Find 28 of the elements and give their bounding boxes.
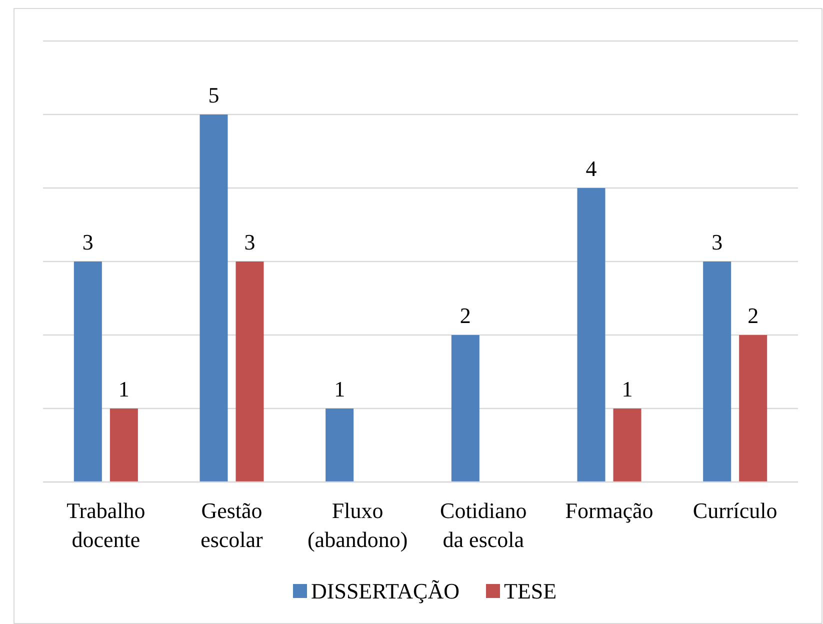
bar	[451, 335, 480, 482]
data-label: 1	[118, 376, 130, 402]
x-tick-label: Fluxo (abandono)	[307, 498, 408, 552]
bar	[739, 335, 768, 482]
bar	[200, 114, 228, 482]
data-label: 5	[208, 82, 220, 108]
bar	[326, 408, 354, 482]
data-label: 3	[82, 230, 94, 254]
data-label: 3	[712, 230, 723, 254]
legend-label: DISSERTAÇÃO	[311, 578, 460, 604]
data-label: 2	[748, 303, 759, 328]
bar	[110, 408, 138, 482]
bar	[74, 262, 102, 482]
x-tick-label: Trabalho docente	[66, 498, 146, 552]
bar	[236, 262, 264, 482]
legend-label: TESE	[504, 578, 557, 604]
data-label: 1	[334, 376, 346, 402]
data-label: 4	[586, 156, 597, 181]
bar	[577, 188, 606, 482]
x-tick-label: Cotidiano da escola	[440, 498, 527, 552]
x-tick-label: Gestão escolar	[200, 498, 264, 552]
x-tick-label: Formação	[565, 498, 654, 523]
data-label: 1	[622, 376, 633, 402]
data-label: 2	[460, 303, 471, 328]
bar	[703, 262, 732, 482]
bar	[613, 408, 642, 482]
data-label: 3	[244, 230, 256, 254]
x-tick-label: Currículo	[692, 498, 778, 523]
